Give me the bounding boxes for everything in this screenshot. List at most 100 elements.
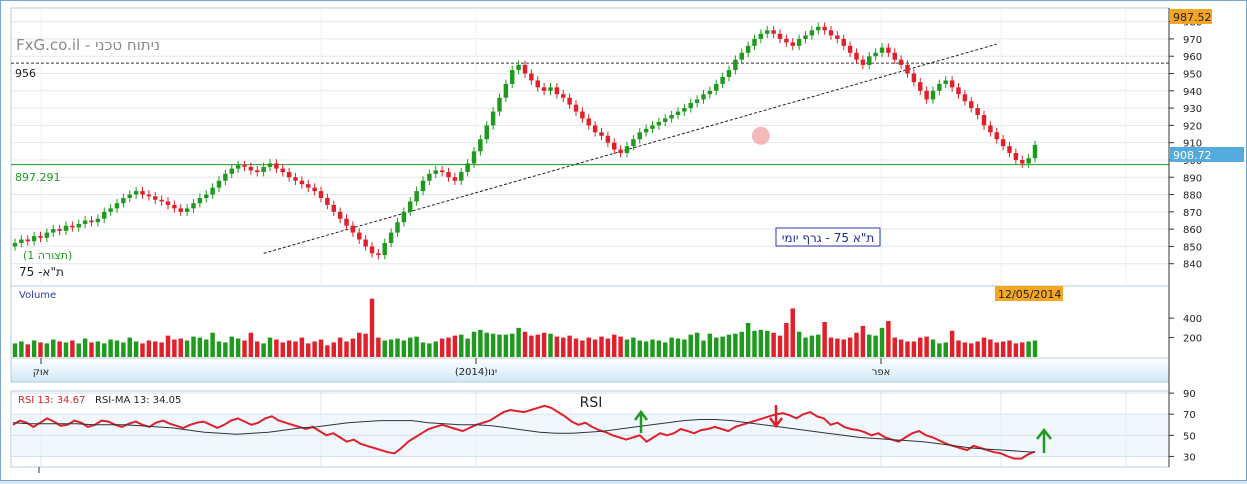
volume-bar: [31, 340, 37, 357]
candle-body: [38, 236, 43, 238]
candle-body: [803, 35, 808, 39]
price-tick-label: 880: [1183, 191, 1202, 202]
volume-bar: [452, 335, 458, 357]
candle-body: [216, 180, 222, 188]
volume-tick-label: 200: [1183, 334, 1202, 345]
volume-bar: [860, 325, 866, 357]
candle-body: [771, 30, 776, 34]
volume-bar: [637, 340, 642, 357]
candle-body: [459, 172, 464, 181]
volume-bar: [816, 334, 821, 357]
price-tick-label: 970: [1183, 35, 1202, 46]
candle-body: [223, 173, 228, 181]
up-arrow-icon: [1036, 427, 1052, 453]
candle-body: [242, 165, 247, 167]
candle-body: [210, 187, 215, 195]
volume-bar: [25, 344, 30, 357]
volume-bar: [663, 342, 668, 357]
candle-body: [261, 166, 266, 173]
candle-body: [930, 90, 936, 100]
volume-bar: [739, 331, 744, 357]
volume-bar: [89, 342, 94, 357]
candle-body: [172, 204, 177, 209]
candle-body: [516, 64, 521, 71]
candle-body: [924, 90, 929, 100]
rsi-ma-line: [12, 419, 1036, 453]
volume-bar: [841, 339, 846, 357]
volume-bar: [924, 336, 929, 357]
resistance-label: 956: [15, 67, 36, 80]
candle-body: [95, 218, 101, 223]
candle-body: [949, 80, 955, 88]
candle-body: [867, 56, 872, 65]
volume-bar: [325, 345, 330, 357]
volume-bar: [427, 343, 432, 357]
volume-bar: [388, 339, 394, 357]
candle-body: [414, 191, 419, 202]
volume-bar: [892, 337, 897, 357]
candle-body: [637, 132, 642, 140]
volume-bar: [255, 341, 260, 357]
rsi-lines: [12, 404, 1036, 460]
candle-body: [318, 191, 324, 199]
price-tick-label: 950: [1183, 70, 1202, 81]
volume-tick-label: 400: [1183, 314, 1202, 325]
volume-bar: [981, 337, 987, 357]
candle-body: [752, 38, 757, 46]
candle-body: [994, 132, 999, 140]
candle-body: [918, 82, 923, 91]
candle-body: [478, 139, 483, 152]
candle-body: [191, 203, 196, 209]
candle-body: [350, 225, 356, 233]
volume-bar: [369, 298, 375, 357]
volume-bar: [943, 342, 948, 357]
volume-bar: [643, 341, 649, 357]
candle-body: [433, 170, 438, 174]
candle-body: [554, 87, 560, 95]
candle-body: [255, 170, 260, 173]
volume-bar: [758, 329, 764, 357]
down-arrow-icon: [769, 405, 783, 429]
volume-bar: [867, 334, 872, 357]
highlight-circle: [751, 126, 770, 145]
chart-title: ת"א 75 - גרף יומי: [782, 231, 875, 245]
x-label-apr: אפר: [872, 367, 891, 378]
volume-bar: [522, 331, 528, 357]
grid-lines: [11, 8, 1169, 467]
volume-bar: [561, 337, 566, 357]
volume-bar: [363, 333, 368, 357]
volume-bar: [108, 339, 113, 357]
candle-body: [280, 168, 285, 173]
volume-bar: [822, 322, 827, 357]
volume-bar: [541, 332, 547, 357]
candle-body: [127, 194, 132, 199]
watermark-text: FxG.co.il - ניתוח טכני: [16, 36, 160, 54]
volume-bar: [765, 330, 770, 357]
volume-bar: [847, 337, 853, 357]
candle-body: [612, 142, 617, 150]
volume-bar: [76, 343, 81, 357]
price-tick-label: 930: [1183, 104, 1202, 115]
volume-bar: [223, 342, 228, 357]
volume-bar: [19, 341, 24, 357]
candle-body: [178, 208, 183, 212]
volume-bar: [82, 338, 88, 357]
candle-body: [146, 194, 152, 197]
volume-bar: [337, 337, 343, 357]
volume-bar: [1007, 340, 1012, 357]
candles: [12, 22, 1038, 260]
volume-bar: [286, 340, 292, 357]
rsi-tick-label: 30: [1183, 452, 1196, 463]
volume-bar: [57, 341, 62, 357]
instrument-label: ת"א- 75: [19, 265, 64, 279]
volume-bar: [408, 337, 413, 357]
candle-body: [969, 101, 974, 109]
candle-body: [165, 201, 171, 205]
rsi-legend-ma: RSI-MA 13: 34.05: [95, 395, 181, 406]
volume-bar: [210, 332, 215, 357]
candle-body: [401, 211, 407, 223]
candle-body: [618, 149, 623, 154]
volume-bar: [975, 341, 980, 357]
candle-body: [822, 26, 827, 31]
